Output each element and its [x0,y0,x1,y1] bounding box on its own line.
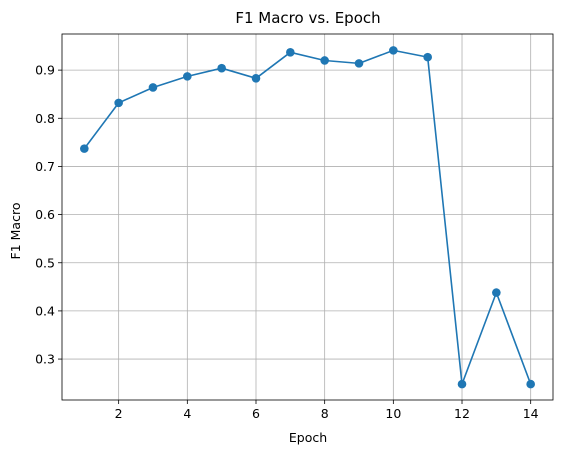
data-point [354,59,364,68]
series-line-group [83,49,532,385]
data-points [80,46,535,389]
data-point [320,56,329,65]
data-point [217,63,226,73]
grid-lines [62,34,553,400]
chart-title: F1 Macro vs. Epoch [235,9,380,27]
data-point [80,144,89,153]
data-point [423,52,432,62]
data-point [492,288,501,297]
data-point [457,379,467,389]
x-tick-label: 4 [183,406,191,421]
x-tick-label: 8 [321,406,329,421]
x-tick-label: 10 [385,406,401,421]
y-tick-label: 0.8 [35,111,55,126]
plot-frame [61,33,554,401]
y-tick-label: 0.4 [35,303,55,318]
x-tick-label: 12 [454,406,470,421]
y-tick-label: 0.5 [35,255,55,270]
x-tick-label: 2 [115,406,123,421]
x-tick-label: 14 [523,406,539,421]
data-point [286,48,295,57]
y-tick-label: 0.7 [35,159,55,174]
data-point [251,74,261,83]
axes-frame [61,33,554,401]
data-point [183,72,192,81]
data-point [389,46,398,55]
y-axis-label: F1 Macro [8,203,23,260]
x-axis-label: Epoch [289,430,327,445]
data-point [114,98,123,108]
axis-ticks: 2 4 6 8 10 12 14 0.3 0.4 0.5 0.6 0.7 0.8 0.9 [35,63,539,421]
data-point [148,83,158,92]
y-tick-label: 0.9 [35,63,55,78]
data-point [526,379,535,389]
y-tick-label: 0.3 [35,352,55,367]
series-line [83,49,532,385]
y-tick-label: 0.6 [35,207,55,222]
x-tick-label: 6 [252,406,260,421]
